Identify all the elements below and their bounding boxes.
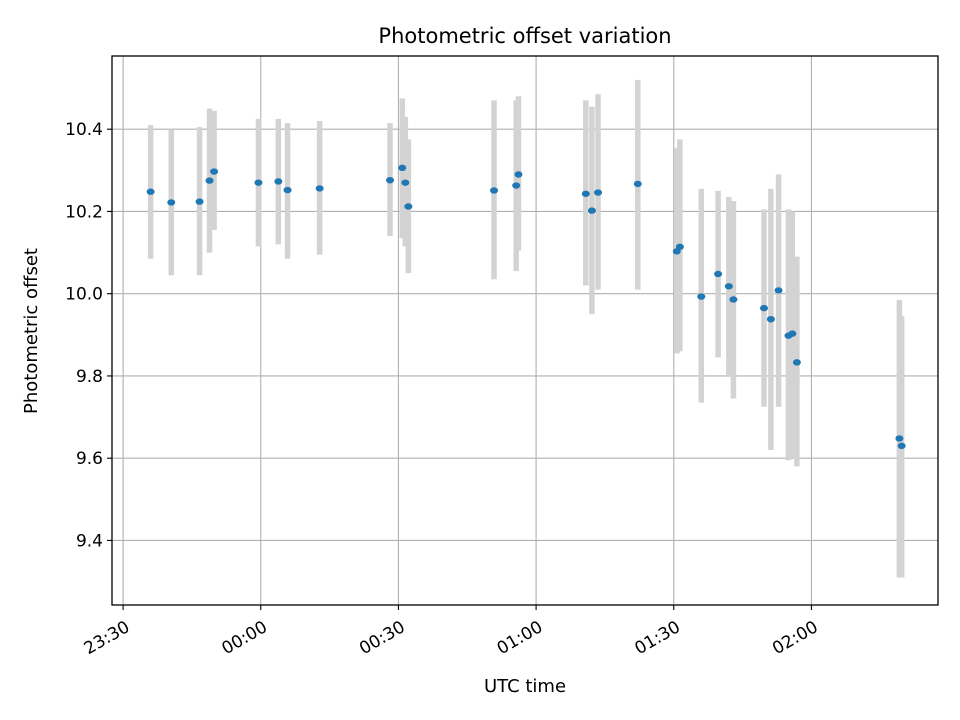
data-point	[724, 283, 733, 290]
y-tick-label: 9.4	[76, 531, 103, 551]
data-point	[594, 189, 603, 196]
y-axis-ticks: 9.4 9.6 9.8 10.0 10.2 10.4	[65, 120, 112, 551]
data-point	[760, 304, 769, 312]
data-point	[788, 330, 797, 337]
grid	[112, 56, 938, 605]
data-point	[512, 182, 521, 189]
x-axis-label: UTC time	[484, 676, 566, 697]
data-point	[274, 178, 283, 185]
data-point	[205, 177, 214, 184]
data-point	[895, 435, 904, 442]
data-point	[386, 176, 395, 184]
data-points	[146, 164, 906, 450]
y-tick-label: 9.8	[76, 367, 103, 387]
data-point	[587, 207, 596, 214]
data-point	[697, 293, 706, 300]
data-point	[404, 203, 413, 210]
y-tick-label: 10.0	[65, 285, 103, 305]
data-point	[283, 186, 292, 194]
chart-title: Photometric offset variation	[378, 24, 671, 48]
data-point	[315, 185, 324, 192]
data-point	[398, 164, 407, 172]
data-point	[210, 168, 219, 175]
data-point	[490, 187, 499, 194]
data-point	[774, 287, 783, 294]
data-point	[167, 199, 176, 206]
data-point	[195, 198, 204, 205]
data-point	[792, 359, 801, 366]
data-point	[254, 179, 263, 186]
y-tick-label: 10.2	[65, 202, 103, 222]
data-point	[401, 179, 410, 186]
y-tick-label: 9.6	[76, 449, 103, 469]
data-point	[675, 243, 684, 251]
axes-frame	[111, 55, 939, 606]
data-point	[514, 171, 523, 178]
y-axis-label: Photometric offset	[21, 248, 42, 414]
data-point	[633, 180, 642, 188]
data-point	[581, 190, 590, 197]
y-tick-label: 10.4	[65, 120, 103, 140]
data-point	[729, 296, 738, 303]
data-point	[766, 315, 775, 323]
data-point	[146, 188, 155, 195]
data-point	[714, 270, 723, 278]
data-point	[897, 442, 906, 450]
